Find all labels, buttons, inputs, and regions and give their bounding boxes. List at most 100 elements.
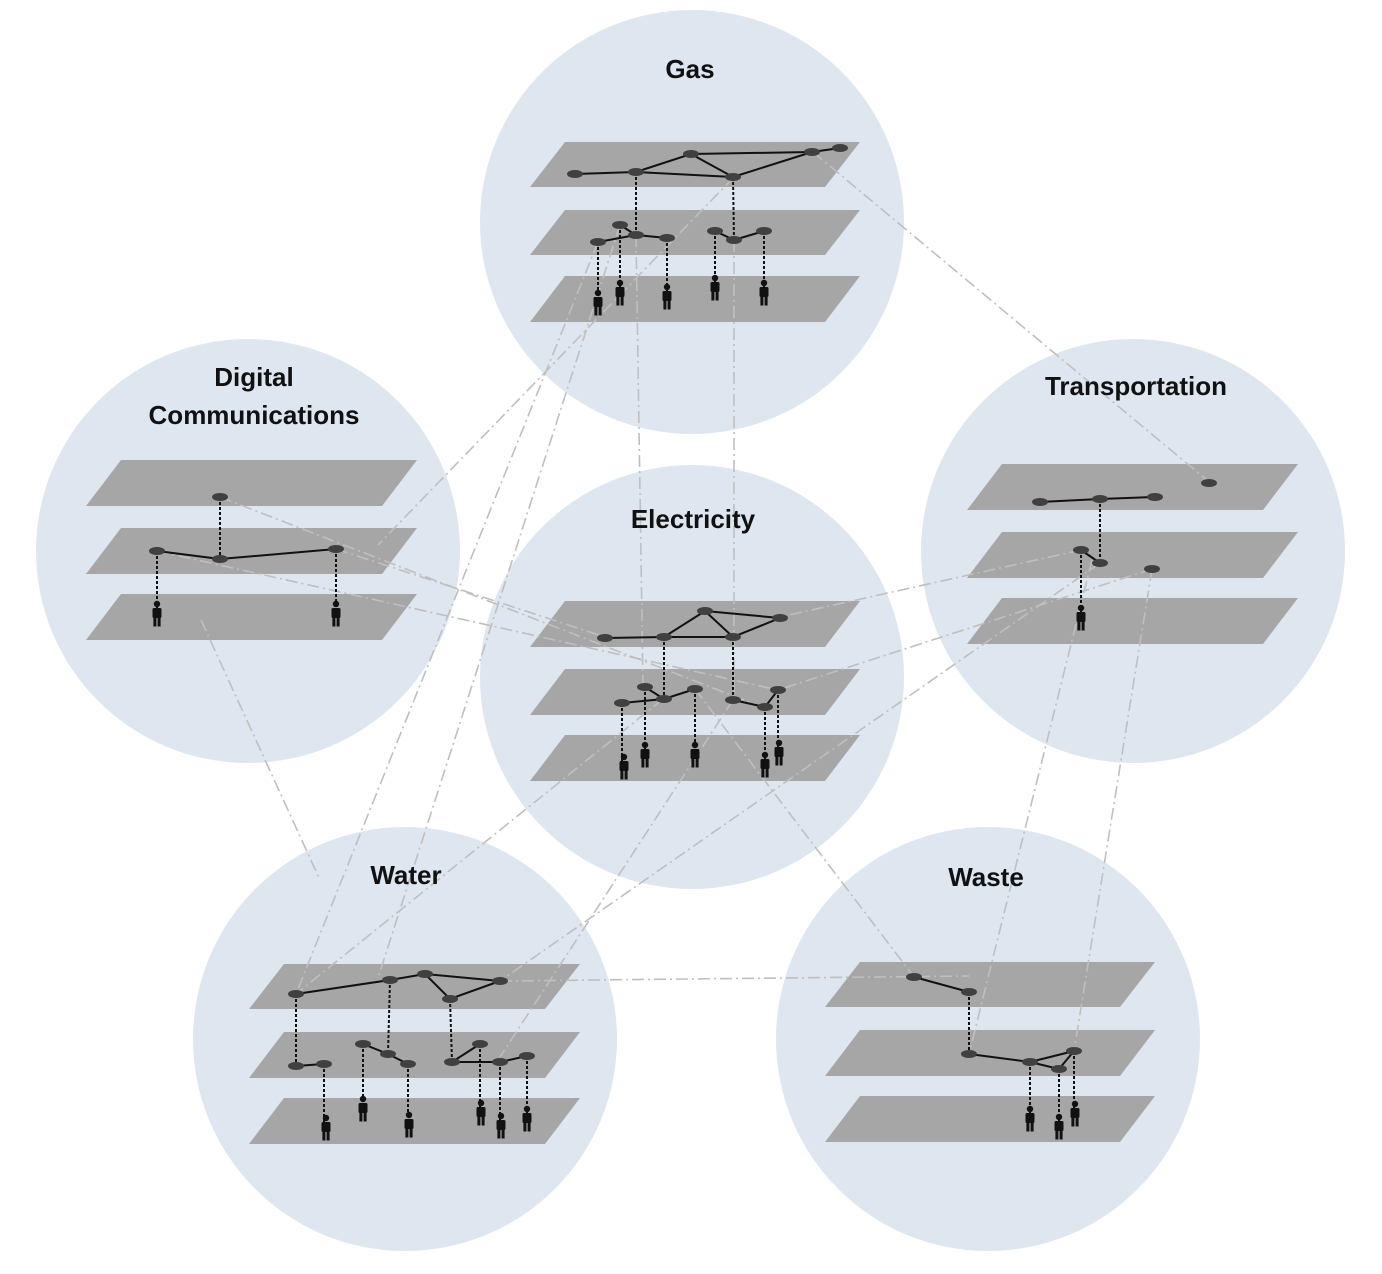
layer-connection xyxy=(968,992,1075,1124)
node-dot xyxy=(472,1040,488,1048)
node-dot xyxy=(328,545,344,553)
layer-connection xyxy=(1080,499,1101,615)
node-dot xyxy=(832,144,848,152)
node-dot xyxy=(1147,493,1163,501)
transportation-label: Transportation xyxy=(1045,371,1227,401)
interlink xyxy=(1073,568,1153,1052)
node-dot xyxy=(567,170,583,178)
node-dot xyxy=(316,1060,332,1068)
electricity-label: Electricity xyxy=(631,504,756,534)
node-dot xyxy=(612,221,628,229)
node-dot xyxy=(1092,495,1108,503)
interlink xyxy=(499,562,1101,982)
transportation-plane-bottom xyxy=(967,598,1298,644)
node-dot xyxy=(804,148,820,156)
digital-communications-label-line1: Digital xyxy=(214,362,293,392)
node-dot xyxy=(757,703,773,711)
interlink xyxy=(812,151,1209,482)
node-dot xyxy=(697,607,713,615)
digital-communications-network xyxy=(149,493,344,627)
electricity-plane-top xyxy=(530,601,860,647)
node-dot xyxy=(772,614,788,622)
node-dot xyxy=(1022,1058,1038,1066)
node-dot xyxy=(1073,546,1089,554)
node-dot xyxy=(212,555,228,563)
node-dot xyxy=(417,970,433,978)
node-dot xyxy=(519,1052,535,1060)
node-dot xyxy=(614,699,630,707)
gas-plane-middle xyxy=(530,210,860,255)
node-dot xyxy=(628,168,644,176)
node-dot xyxy=(683,150,699,158)
interlink xyxy=(499,975,970,982)
digital-plane-bottom xyxy=(86,594,417,640)
transportation-plane-top xyxy=(967,464,1298,510)
node-dot xyxy=(1201,479,1217,487)
node-dot xyxy=(726,236,742,244)
node-dot xyxy=(442,995,458,1003)
node-dot xyxy=(656,695,672,703)
water-plane-top xyxy=(249,964,580,1009)
gas-network xyxy=(567,144,848,316)
node-dot xyxy=(906,973,922,981)
interlink xyxy=(779,549,1082,618)
node-dot xyxy=(628,231,644,239)
node-dot xyxy=(659,234,675,242)
waste-plane-top xyxy=(825,962,1155,1007)
node-dot xyxy=(492,1058,508,1066)
node-dot xyxy=(355,1040,371,1048)
node-dot xyxy=(1032,498,1048,506)
layer-planes xyxy=(86,142,1298,1144)
water-label: Water xyxy=(370,860,441,890)
layer-connection xyxy=(156,497,337,610)
node-dot xyxy=(637,683,653,691)
node-dot xyxy=(1051,1065,1067,1073)
system-labels: Gas Digital Communications Transportatio… xyxy=(149,54,1227,892)
node-dot xyxy=(725,633,741,641)
interlink xyxy=(295,241,599,995)
node-dot xyxy=(770,686,786,694)
node-dot xyxy=(961,1050,977,1058)
node-dot xyxy=(725,696,741,704)
water-plane-middle xyxy=(249,1032,580,1078)
node-dot xyxy=(961,988,977,996)
node-dot xyxy=(288,990,304,998)
transportation-network xyxy=(1032,479,1217,631)
node-dot xyxy=(597,634,613,642)
layer-connection xyxy=(295,979,528,1124)
digital-communications-label-line2: Communications xyxy=(149,400,360,430)
node-dot xyxy=(492,977,508,985)
digital-plane-top xyxy=(86,460,417,506)
node-dot xyxy=(687,685,703,693)
interlink xyxy=(156,550,779,691)
node-dot xyxy=(590,238,606,246)
waste-network xyxy=(906,973,1082,1140)
gas-label: Gas xyxy=(665,54,714,84)
node-dot xyxy=(1066,1047,1082,1055)
node-dot xyxy=(400,1060,416,1068)
interlink xyxy=(694,688,915,978)
gas-plane-bottom xyxy=(530,276,860,322)
node-dot xyxy=(288,1062,304,1070)
interlink xyxy=(200,619,321,881)
interlink xyxy=(635,234,644,687)
waste-plane-bottom xyxy=(825,1096,1155,1142)
interlink xyxy=(968,559,1093,1055)
node-dot xyxy=(382,976,398,984)
interlink xyxy=(219,496,763,708)
network-link xyxy=(295,972,501,1001)
layer-connection xyxy=(621,637,779,763)
water-network xyxy=(288,970,535,1141)
electricity-network xyxy=(597,607,788,780)
node-dot xyxy=(725,173,741,181)
network-link xyxy=(604,609,781,639)
waste-label: Waste xyxy=(948,862,1024,892)
node-dot xyxy=(380,1050,396,1058)
node-dot xyxy=(656,633,672,641)
water-plane-bottom xyxy=(249,1098,580,1144)
node-dot xyxy=(1092,559,1108,567)
node-dot xyxy=(1144,565,1160,573)
layer-connection xyxy=(597,172,765,300)
node-dot xyxy=(212,493,228,501)
